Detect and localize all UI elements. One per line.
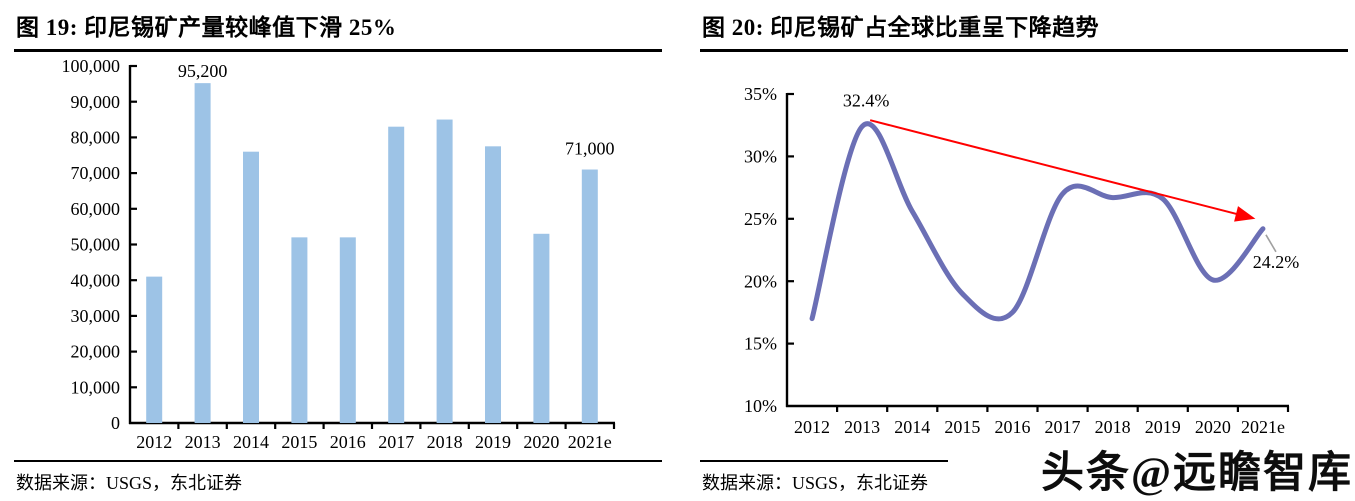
svg-text:20,000: 20,000 bbox=[71, 342, 121, 362]
svg-text:2015: 2015 bbox=[944, 417, 980, 437]
svg-text:10,000: 10,000 bbox=[71, 377, 121, 397]
svg-text:30%: 30% bbox=[744, 147, 777, 167]
svg-text:2014: 2014 bbox=[233, 432, 269, 452]
svg-text:0: 0 bbox=[111, 413, 120, 433]
svg-text:2015: 2015 bbox=[281, 432, 317, 452]
watermark-toutiao-yuanzhan: 头条@远瞻智库 bbox=[1041, 450, 1353, 497]
figure-20-divider bbox=[700, 460, 948, 462]
figure-19-divider bbox=[14, 460, 662, 462]
svg-text:95,200: 95,200 bbox=[178, 61, 228, 81]
svg-text:71,000: 71,000 bbox=[565, 139, 615, 159]
svg-text:70,000: 70,000 bbox=[71, 163, 121, 183]
svg-text:10%: 10% bbox=[744, 396, 777, 416]
svg-text:2021e: 2021e bbox=[568, 432, 612, 452]
figure-20-title: 图 20: 印尼锡矿占全球比重呈下降趋势 bbox=[700, 10, 1348, 52]
svg-text:25%: 25% bbox=[744, 209, 777, 229]
svg-text:50,000: 50,000 bbox=[71, 235, 121, 255]
svg-text:2018: 2018 bbox=[1095, 417, 1131, 437]
svg-text:2012: 2012 bbox=[136, 432, 172, 452]
svg-text:2012: 2012 bbox=[794, 417, 830, 437]
figure-20-line-chart: 10% 15% 20% 25% 30% 35% 2012 2013 2014 2015 2016 20… bbox=[744, 84, 1300, 437]
figure-19-bar-chart: 0 10,000 20,000 30,000 40,000 50,000 60,000 70,… bbox=[62, 56, 616, 452]
svg-text:2020: 2020 bbox=[1195, 417, 1231, 437]
svg-text:15%: 15% bbox=[744, 334, 777, 354]
svg-text:2016: 2016 bbox=[994, 417, 1030, 437]
svg-text:32.4%: 32.4% bbox=[843, 90, 890, 110]
svg-text:35%: 35% bbox=[744, 84, 777, 104]
svg-text:100,000: 100,000 bbox=[62, 56, 121, 76]
svg-text:20%: 20% bbox=[744, 271, 777, 291]
svg-text:2017: 2017 bbox=[1045, 417, 1081, 437]
svg-text:2016: 2016 bbox=[330, 432, 366, 452]
svg-text:80,000: 80,000 bbox=[71, 128, 121, 148]
svg-text:40,000: 40,000 bbox=[71, 270, 121, 290]
svg-text:2019: 2019 bbox=[475, 432, 511, 452]
svg-text:2013: 2013 bbox=[844, 417, 880, 437]
figure-20-source: 数据来源：USGS，东北证券 bbox=[702, 473, 929, 493]
svg-text:2021e: 2021e bbox=[1241, 417, 1285, 437]
svg-text:2013: 2013 bbox=[185, 432, 221, 452]
svg-text:90,000: 90,000 bbox=[71, 92, 121, 112]
svg-text:2014: 2014 bbox=[894, 417, 930, 437]
svg-text:2019: 2019 bbox=[1145, 417, 1181, 437]
figure-20-panel: 图 20: 印尼锡矿占全球比重呈下降趋势 10% 15% 20% 25% 30% 35% 2… bbox=[700, 10, 1348, 495]
svg-text:2018: 2018 bbox=[427, 432, 463, 452]
svg-text:2020: 2020 bbox=[523, 432, 559, 452]
figure-19-panel: 图 19: 印尼锡矿产量较峰值下滑 25% 0 10,000 20,000 30,00… bbox=[14, 10, 662, 495]
svg-text:24.2%: 24.2% bbox=[1253, 252, 1300, 272]
svg-text:2017: 2017 bbox=[378, 432, 414, 452]
svg-text:30,000: 30,000 bbox=[71, 306, 121, 326]
svg-text:60,000: 60,000 bbox=[71, 199, 121, 219]
figure-19-source: 数据来源：USGS，东北证券 bbox=[16, 473, 243, 493]
figure-19-title: 图 19: 印尼锡矿产量较峰值下滑 25% bbox=[14, 10, 662, 52]
